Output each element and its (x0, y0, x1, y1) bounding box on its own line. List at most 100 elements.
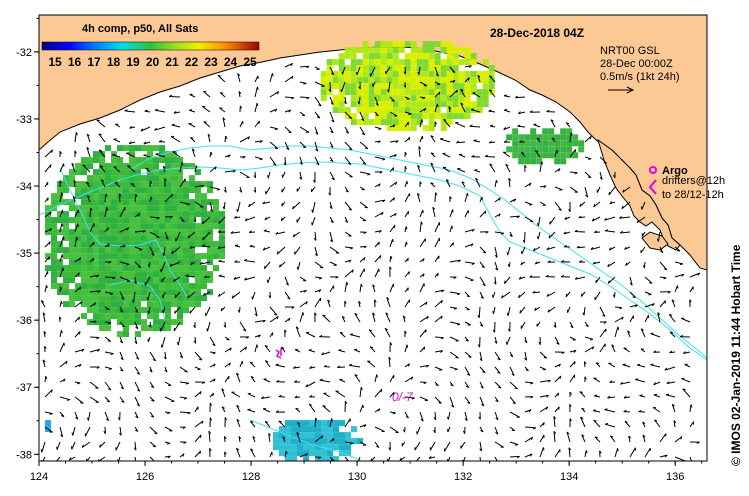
sst-cell (105, 277, 111, 284)
sst-cell (111, 277, 117, 284)
sst-cell (111, 301, 117, 308)
current-vector (569, 374, 576, 383)
current-vector-head (517, 111, 521, 115)
sst-cell (99, 235, 105, 242)
current-vector (177, 336, 181, 346)
sst-cell (159, 271, 165, 278)
sst-cell (159, 187, 165, 194)
sst-cell (159, 295, 165, 302)
current-vector (254, 344, 258, 353)
current-vector (219, 92, 226, 98)
product-label: 4h comp, p50, All Sats (82, 23, 198, 35)
x-tick-label: 136 (666, 471, 684, 483)
current-vector (344, 171, 353, 178)
sst-cell (195, 289, 201, 296)
current-vector-head (653, 350, 657, 353)
sst-cell (327, 456, 333, 461)
current-vector-head (362, 162, 366, 165)
current-vector-head (589, 136, 592, 140)
current-vector-head (297, 422, 301, 425)
sst-cell (332, 101, 339, 108)
current-vector-head (568, 447, 572, 451)
current-vector-head (545, 406, 549, 410)
current-vector (389, 111, 398, 117)
current-vector (134, 246, 143, 251)
current-vector-head (592, 261, 596, 265)
sst-cell (159, 307, 165, 314)
current-vector (221, 406, 226, 413)
current-vector (104, 336, 112, 342)
current-vector-head (167, 412, 171, 415)
sst-cell (386, 125, 393, 132)
sst-cell (422, 107, 429, 114)
current-vector (494, 411, 499, 421)
sst-cell (99, 193, 105, 200)
current-vector (434, 192, 437, 203)
current-vector-head (236, 372, 240, 376)
sst-cell (189, 181, 195, 188)
current-vector-head (138, 213, 141, 217)
current-vector-head (288, 109, 292, 113)
sst-cell (165, 181, 171, 188)
sst-cell (195, 187, 201, 194)
sst-cell (440, 101, 447, 108)
sst-cell (189, 283, 195, 290)
sst-cell (350, 113, 357, 120)
current-vector-head (218, 259, 222, 262)
current-vector-head (669, 331, 674, 334)
sst-cell (99, 199, 105, 206)
current-vector-head (220, 307, 223, 312)
current-vector (417, 165, 421, 173)
current-vector-head (193, 219, 197, 223)
current-vector-head (308, 403, 313, 406)
sst-cell (309, 426, 315, 433)
current-vector (637, 364, 646, 368)
current-vector-head (282, 436, 286, 439)
sst-cell (357, 438, 363, 445)
sst-cell (105, 199, 111, 206)
sst-cell (416, 89, 423, 96)
sst-cell (123, 187, 129, 194)
current-vector-head (140, 128, 144, 132)
sst-cell (374, 47, 381, 54)
current-vectors (40, 62, 701, 461)
current-vector-head (222, 206, 225, 210)
current-vector-head (253, 189, 257, 193)
current-vector-head (579, 203, 582, 207)
sst-cell (45, 217, 51, 224)
sst-cell (123, 283, 129, 290)
current-vector (575, 276, 586, 280)
current-vector-head (580, 416, 584, 420)
sst-cell (440, 89, 447, 96)
sst-cell (159, 211, 165, 218)
current-vector-head (49, 164, 52, 168)
current-vector (276, 246, 286, 255)
current-vector (359, 201, 368, 209)
current-vector-head (264, 420, 269, 423)
sst-cell (368, 59, 375, 66)
sst-cell (111, 193, 117, 200)
current-vector-head (681, 273, 685, 277)
current-vector (432, 207, 436, 218)
sst-cell (141, 247, 147, 254)
current-vector-head (497, 358, 501, 361)
current-vector-head (489, 163, 493, 166)
sst-cell (488, 71, 495, 78)
current-vector (115, 441, 121, 451)
sst-cell (153, 157, 159, 164)
sst-cell (386, 107, 393, 114)
sst-cell (117, 301, 123, 308)
sst-cell (326, 65, 333, 72)
current-vector (434, 289, 445, 293)
current-vector (404, 411, 409, 419)
current-vector-head (390, 255, 393, 259)
current-vector-head (213, 363, 216, 367)
current-vector (623, 347, 631, 353)
sst-cell (93, 295, 99, 302)
sst-cell (159, 205, 165, 212)
sst-cell (285, 438, 291, 445)
sst-cell (201, 229, 207, 236)
sst-cell (135, 307, 141, 314)
sst-cell (111, 265, 117, 272)
sst-cell (195, 295, 201, 302)
